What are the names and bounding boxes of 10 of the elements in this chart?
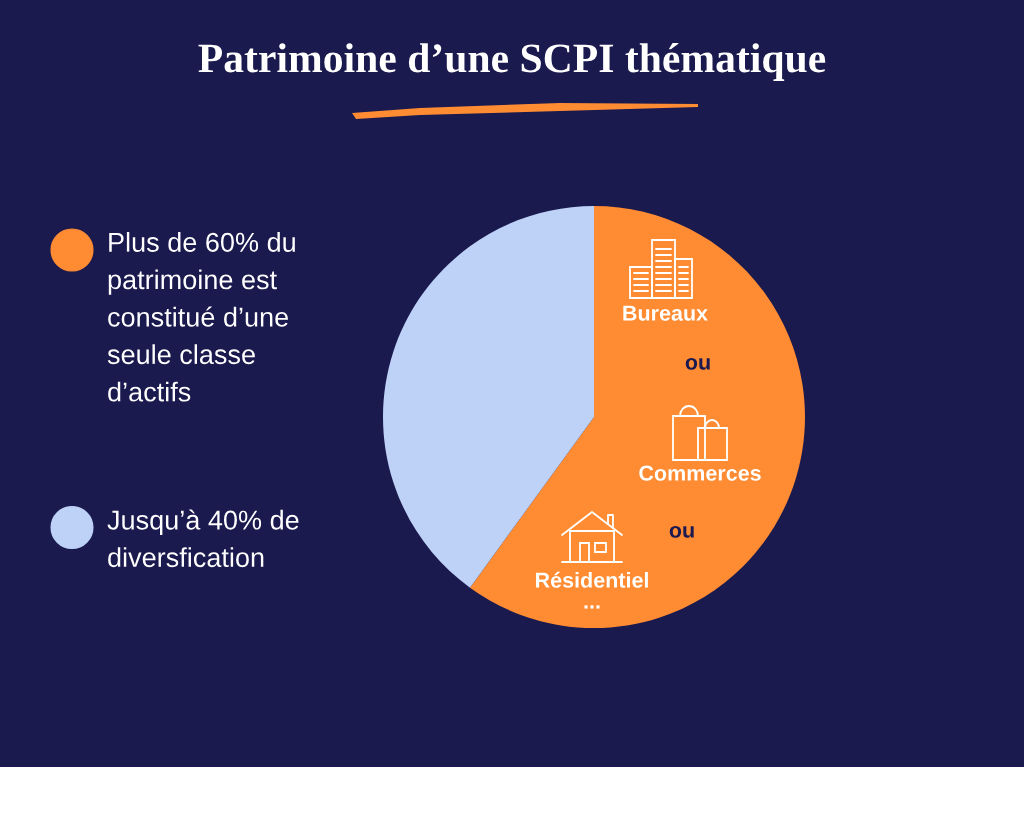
pie-slice [469,206,805,628]
text: Résidentiel [536,571,648,588]
text: ou [669,525,694,538]
text: ou [685,357,710,370]
legend-label: Plus de 60% du patrimoine est constitué d’une seule classe d’actifs [107,232,295,402]
text: ... [584,605,600,609]
chart-title: Patrimoine d’une SCPI thématique [198,43,826,81]
text: Bureaux [623,305,708,321]
legend-label: Jusqu’à 40% de diversfication [107,509,299,568]
text: Commerces [639,465,761,481]
